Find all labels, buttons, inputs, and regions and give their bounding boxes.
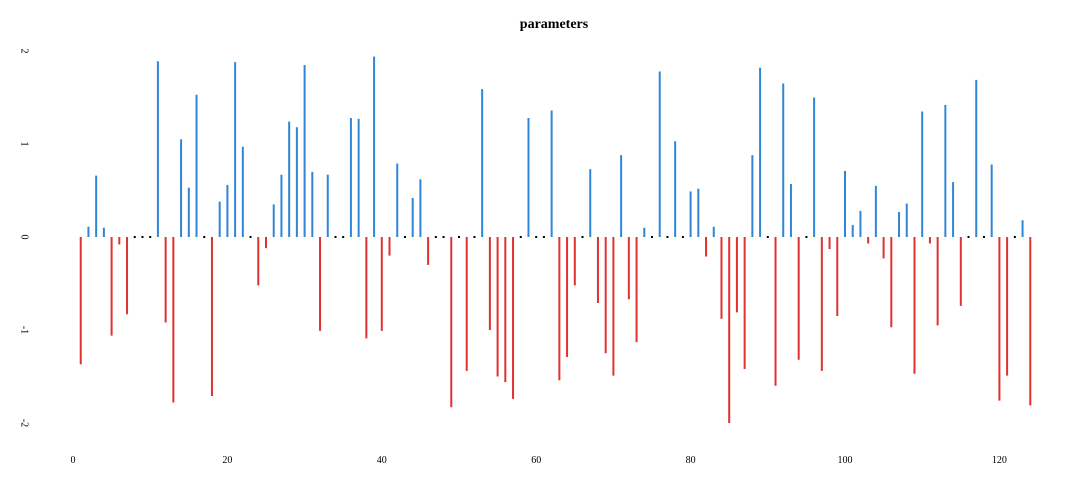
bar-zero-90	[766, 236, 769, 238]
y-tick-labels: -2 -1 0 1 2	[19, 49, 30, 428]
y-tick-label--2: -2	[19, 419, 30, 427]
bar-zero-50	[458, 236, 460, 238]
x-tick-label-40: 40	[377, 455, 387, 466]
bar-zero-8	[133, 236, 136, 238]
x-tick-label-120: 120	[992, 455, 1007, 466]
x-tick-label-0: 0	[71, 455, 76, 466]
bar-zero-10	[149, 236, 152, 238]
bar-zero-116	[967, 236, 970, 238]
x-tick-label-80: 80	[686, 455, 696, 466]
bars-group	[79, 56, 1032, 423]
bar-zero-122	[1013, 236, 1016, 238]
bar-zero-77	[666, 236, 669, 238]
y-tick-label-0: 0	[19, 235, 30, 240]
bar-zero-47	[434, 236, 437, 238]
x-tick-label-60: 60	[531, 455, 541, 466]
bar-zero-79	[681, 236, 684, 238]
bar-zero-75	[651, 236, 653, 238]
x-tick-label-100: 100	[838, 455, 853, 466]
x-tick-label-20: 20	[222, 455, 232, 466]
bar-zero-23	[249, 236, 252, 238]
bar-zero-118	[982, 236, 985, 238]
y-tick-label-1: 1	[19, 142, 30, 147]
bar-zero-35	[342, 236, 345, 238]
bar-zero-34	[334, 236, 337, 238]
bar-zero-17	[203, 236, 206, 238]
bar-zero-95	[805, 236, 808, 238]
bar-zero-61	[542, 236, 545, 238]
bar-zero-52	[473, 236, 476, 238]
chart-title: parameters	[520, 17, 589, 32]
bar-zero-9	[141, 236, 144, 238]
bar-zero-58	[519, 236, 522, 238]
bar-zero-48	[442, 236, 445, 238]
bar-zero-66	[581, 236, 584, 238]
x-tick-labels: 0 20 40 60 80 100 120	[71, 455, 1007, 466]
bar-zero-60	[535, 236, 538, 238]
y-tick-label--1: -1	[19, 326, 30, 334]
bar-zero-43	[403, 236, 406, 238]
y-tick-label-2: 2	[19, 49, 30, 54]
